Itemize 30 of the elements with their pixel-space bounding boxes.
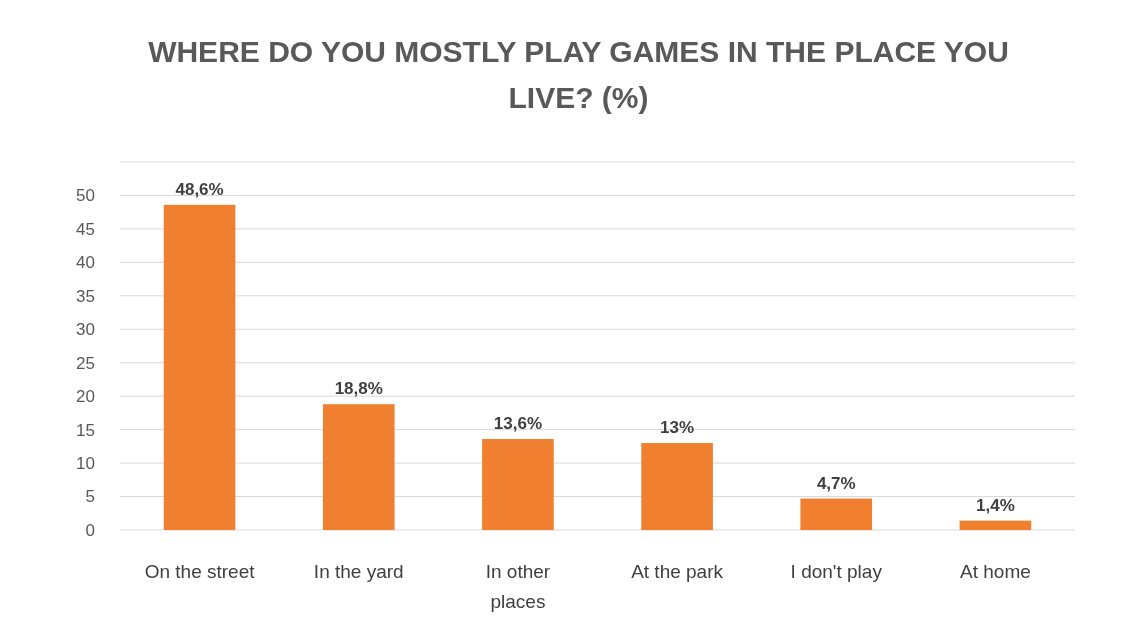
data-label: 48,6% (175, 179, 224, 199)
bar (322, 404, 395, 530)
y-tick-label: 20 (76, 387, 95, 407)
data-label: 18,8% (334, 379, 383, 399)
x-tick-label: In the yard (313, 561, 404, 582)
y-tick-label: 50 (76, 186, 95, 206)
y-tick-label: 35 (76, 286, 95, 306)
x-tick-label: On the street (144, 561, 256, 582)
x-tick-label: At the park (631, 561, 724, 582)
y-tick-label: 25 (76, 353, 95, 373)
data-label: 1,4% (976, 495, 1015, 515)
bar (163, 204, 236, 530)
data-label: 13,6% (493, 414, 543, 433)
y-tick-label: 40 (76, 253, 95, 273)
bar (959, 520, 1032, 530)
x-tick-label: In other places (485, 561, 551, 612)
data-label: 4,7% (816, 473, 856, 493)
x-tick-label: I don't play (790, 561, 883, 582)
bar (482, 439, 554, 530)
chart-title: WHERE DO YOU MOSTLY PLAY GAMES IN THE PLACE YOU LIVE? (%) (148, 35, 1009, 114)
bar (800, 498, 873, 530)
y-tick-label: 15 (76, 420, 95, 440)
y-tick-label: 30 (76, 320, 95, 340)
bar (641, 443, 713, 530)
y-tick-label: 10 (76, 454, 95, 474)
x-tick-label: At home (960, 561, 1031, 582)
y-tick-label: 45 (76, 219, 95, 239)
y-tick-label: 5 (85, 487, 95, 507)
y-tick-label: 0 (85, 520, 95, 540)
data-label: 13% (660, 418, 695, 438)
